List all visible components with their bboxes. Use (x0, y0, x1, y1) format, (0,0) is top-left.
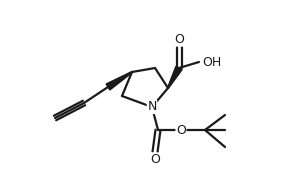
Text: O: O (150, 153, 160, 166)
Text: OH: OH (202, 56, 221, 68)
Polygon shape (106, 72, 132, 90)
Text: O: O (174, 33, 184, 46)
Polygon shape (168, 66, 182, 88)
Text: N: N (147, 100, 157, 114)
Text: O: O (176, 123, 186, 137)
